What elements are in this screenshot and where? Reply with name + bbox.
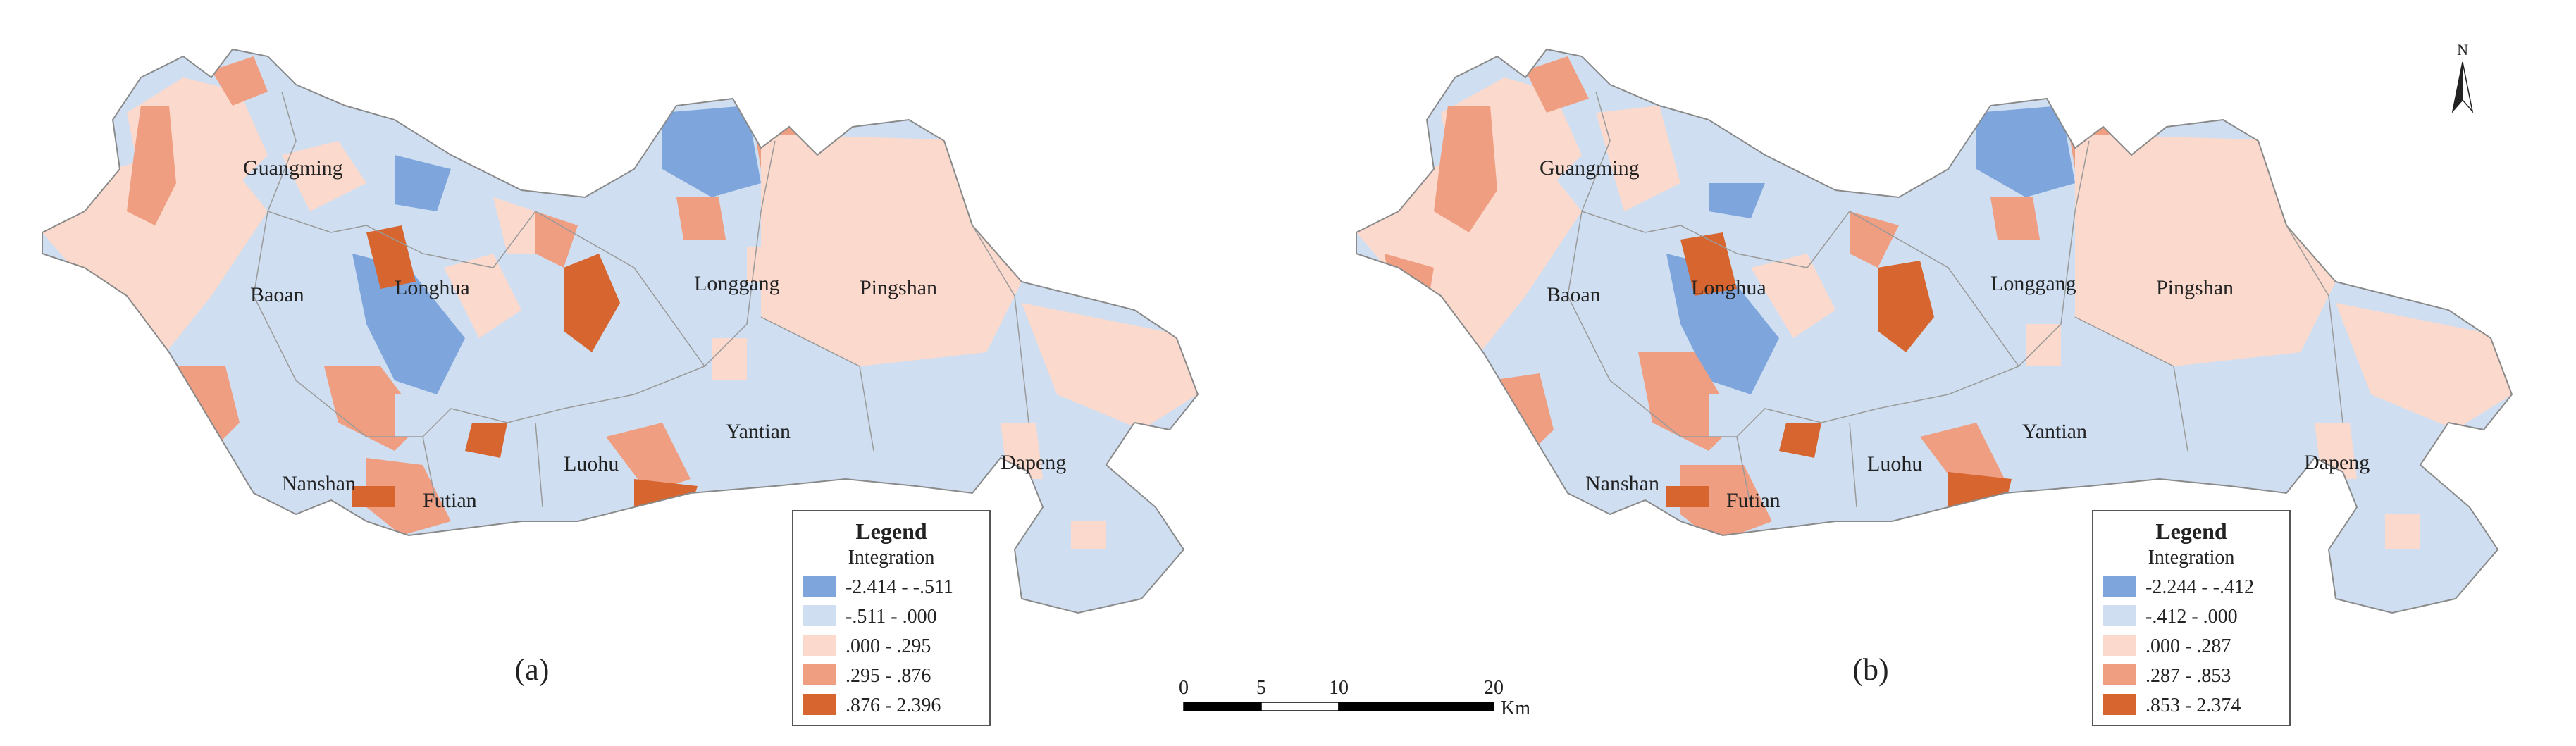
legend-a: Legend Integration -2.414 - -.511 -.511 … (792, 510, 991, 726)
legend-swatch-3 (2103, 635, 2136, 656)
district-labels: Guangming Baoan Longhua Longgang Pingsha… (243, 156, 1066, 512)
district-label-yantian: Yantian (726, 420, 791, 443)
district-label-longgang: Longgang (1990, 272, 2076, 295)
legend-class-5: .876 - 2.396 (846, 695, 941, 716)
choropleth-fill (1356, 49, 2512, 613)
legend-swatch-2 (803, 605, 836, 626)
district-labels: Guangming Baoan Longhua Longgang Pingsha… (1540, 156, 2370, 512)
map-panel-a: Guangming Baoan Longhua Longgang Pingsha… (42, 49, 1199, 726)
panel-caption-a: (a) (515, 652, 550, 687)
legend-subtitle: Integration (848, 547, 935, 568)
district-label-longgang: Longgang (694, 272, 780, 295)
scale-tick-20: 20 (1484, 677, 1504, 699)
legend-swatch-2 (2103, 605, 2136, 626)
district-label-dapeng: Dapeng (1001, 451, 1066, 474)
district-label-baoan: Baoan (1547, 283, 1601, 306)
choropleth-fill (42, 49, 1198, 613)
legend-b: Legend Integration -2.244 - -.412 -.412 … (2092, 510, 2291, 726)
legend-title: Legend (2155, 518, 2227, 544)
legend-class-1: -2.244 - -.412 (2145, 576, 2254, 598)
district-label-luohu: Luohu (1867, 452, 1922, 475)
north-label: N (2457, 41, 2468, 58)
north-arrow-icon: N (2451, 41, 2474, 113)
legend-swatch-5 (803, 694, 836, 715)
legend-class-2: -.412 - .000 (2145, 606, 2238, 628)
district-label-pingshan: Pingshan (2156, 276, 2234, 299)
legend-swatch-3 (803, 635, 836, 656)
legend-swatch-5 (2103, 694, 2136, 715)
district-label-longhua: Longhua (1691, 276, 1766, 299)
district-boundaries (1567, 91, 2343, 508)
scale-unit: Km (1501, 697, 1530, 719)
legend-swatch-1 (803, 576, 836, 597)
legend-class-2: -.511 - .000 (846, 606, 937, 628)
district-label-yantian: Yantian (2022, 420, 2087, 443)
district-label-luohu: Luohu (564, 452, 619, 475)
scale-bar: 0 5 10 20 Km (1179, 677, 1530, 719)
legend-class-3: .000 - .295 (846, 635, 931, 657)
scale-tick-0: 0 (1179, 677, 1189, 699)
district-label-futian: Futian (423, 489, 477, 512)
district-label-guangming: Guangming (243, 156, 343, 180)
district-label-dapeng: Dapeng (2304, 451, 2370, 474)
legend-class-1: -2.414 - -.511 (846, 576, 953, 598)
scale-segment-2 (1261, 702, 1339, 711)
district-label-futian: Futian (1726, 489, 1781, 512)
legend-swatch-4 (2103, 664, 2136, 685)
panel-caption-b: (b) (1852, 652, 1888, 687)
legend-class-5: .853 - 2.374 (2145, 695, 2241, 716)
legend-class-3: .000 - .287 (2145, 635, 2231, 657)
district-label-nanshan: Nanshan (282, 472, 356, 495)
legend-class-4: .287 - .853 (2145, 665, 2231, 687)
legend-class-4: .295 - .876 (846, 665, 931, 687)
district-label-baoan: Baoan (250, 283, 304, 306)
legend-subtitle: Integration (2148, 547, 2235, 568)
scale-tick-10: 10 (1329, 677, 1349, 699)
legend-title: Legend (855, 518, 927, 544)
district-label-longhua: Longhua (395, 276, 470, 299)
district-label-pingshan: Pingshan (860, 276, 937, 299)
scale-segment-3 (1338, 702, 1494, 711)
map-panel-b: Guangming Baoan Longhua Longgang Pingsha… (1356, 49, 2513, 726)
district-label-guangming: Guangming (1540, 156, 1640, 180)
legend-swatch-4 (803, 664, 836, 685)
scale-segment-1 (1183, 702, 1262, 711)
district-label-nanshan: Nanshan (1585, 472, 1659, 495)
scale-tick-5: 5 (1256, 677, 1266, 699)
legend-swatch-1 (2103, 576, 2136, 597)
district-boundaries (253, 91, 1029, 508)
